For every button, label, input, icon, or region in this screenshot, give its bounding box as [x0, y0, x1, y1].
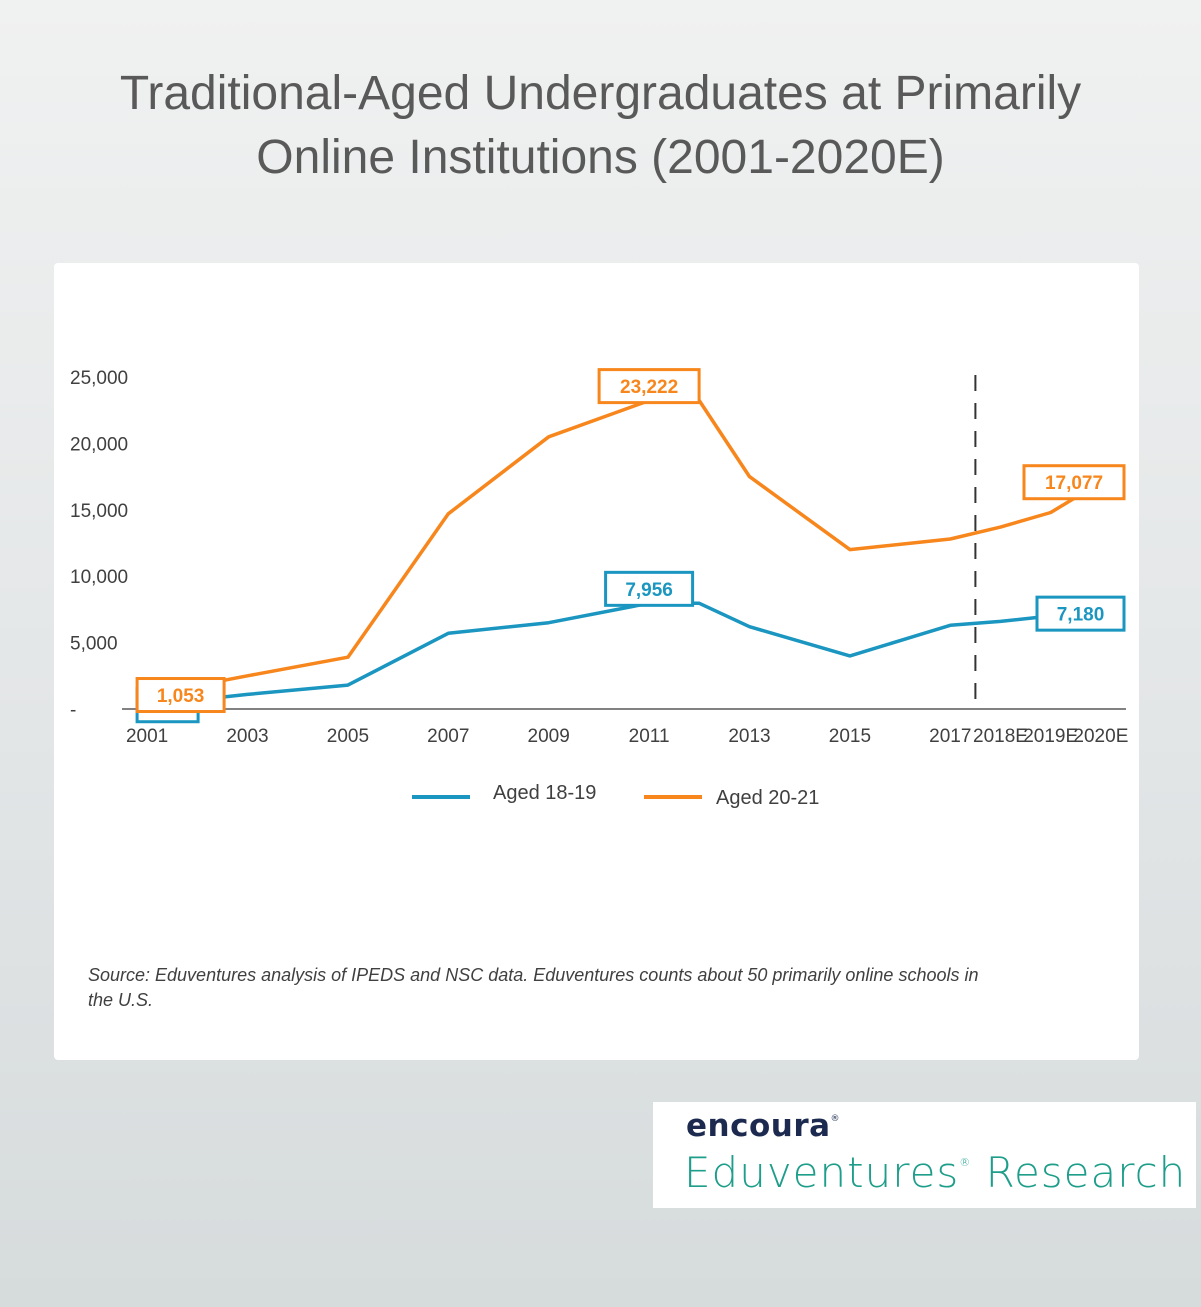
eduventures-wordmark: Eduventures	[684, 1148, 960, 1197]
y-tick-label: 25,000	[70, 368, 128, 389]
x-tick-label: 2005	[327, 726, 369, 747]
data-label: 7,180	[1057, 605, 1105, 626]
source-note: Source: Eduventures analysis of IPEDS an…	[88, 965, 979, 1010]
x-tick-label: 2019E	[1023, 726, 1078, 747]
data-label-box	[597, 368, 701, 405]
data-label-box	[135, 677, 226, 714]
legend-label: Aged 20-21	[716, 787, 819, 809]
encoura-registered-mark: ®	[830, 1114, 841, 1124]
x-tick-label: 2011	[629, 726, 670, 747]
chart-title-line-1: Traditional-Aged Undergraduates at Prima…	[119, 67, 1082, 120]
x-tick-label: 2015	[829, 726, 871, 747]
legend-label: Aged 18-19	[493, 782, 596, 804]
x-tick-label: 2009	[528, 726, 570, 747]
chart-title: Traditional-Aged Undergraduates at Prima…	[0, 62, 1201, 190]
x-tick-label: 2017	[929, 726, 971, 747]
data-label-box	[604, 570, 695, 607]
y-tick-label: 5,000	[70, 634, 118, 655]
eduventures-research-logo: Eduventures® Research	[684, 1148, 1186, 1197]
x-tick-label: 2003	[226, 726, 268, 747]
chart-title-line-2: Online Institutions (2001-2020E)	[256, 131, 945, 184]
logo: encoura® Eduventures® Research	[653, 1102, 1196, 1208]
research-wordmark: Research	[971, 1148, 1187, 1197]
x-tick-label: 2018E	[973, 726, 1028, 747]
data-label: 7,956	[625, 580, 673, 601]
encoura-logo: encoura®	[686, 1108, 840, 1144]
x-tick-label: 2020E	[1073, 726, 1128, 747]
series-line-aged-20-21	[146, 398, 1102, 697]
encoura-wordmark: encoura	[686, 1108, 831, 1144]
data-label-box	[1022, 464, 1126, 501]
eduventures-registered-mark: ®	[959, 1156, 972, 1169]
data-label-box	[1035, 595, 1126, 632]
x-tick-label: 2007	[427, 726, 469, 747]
x-tick-label: 2001	[126, 726, 168, 747]
y-tick-label: -	[70, 700, 76, 721]
series-line-aged-18-19	[146, 601, 1101, 707]
data-label: 1,053	[157, 686, 205, 707]
data-label: 23,222	[620, 377, 678, 398]
line-chart: - 5,000 10,000 15,000 20,000 25,000 2001 2003 20…	[70, 368, 1128, 809]
y-tick-label: 10,000	[70, 567, 128, 588]
y-tick-label: 20,000	[70, 434, 128, 455]
data-label: 17,077	[1045, 473, 1103, 494]
x-tick-label: 2013	[728, 726, 770, 747]
chart-card: - 5,000 10,000 15,000 20,000 25,000 2001 2003 20…	[54, 263, 1139, 1060]
y-tick-label: 15,000	[70, 501, 128, 522]
